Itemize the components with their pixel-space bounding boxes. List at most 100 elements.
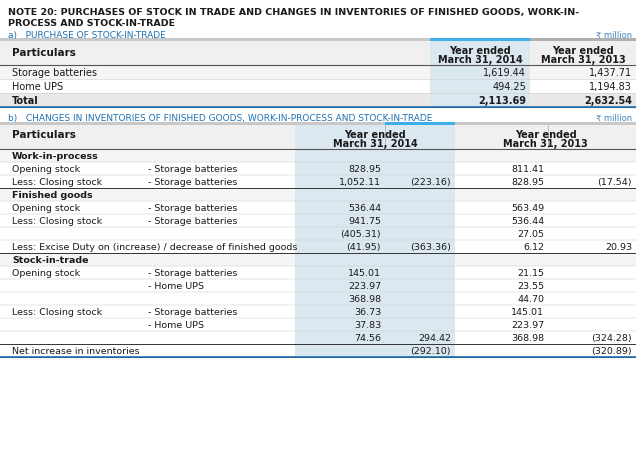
Bar xyxy=(0,318,636,331)
Text: March 31, 2013: March 31, 2013 xyxy=(541,55,625,65)
Text: 368.98: 368.98 xyxy=(511,334,544,343)
Text: (292.10): (292.10) xyxy=(410,347,451,356)
Text: Less: Closing stock: Less: Closing stock xyxy=(12,308,102,317)
Text: Particulars: Particulars xyxy=(12,130,76,140)
Bar xyxy=(295,266,455,279)
Bar xyxy=(0,149,636,162)
Text: PROCESS AND STOCK-IN-TRADE: PROCESS AND STOCK-IN-TRADE xyxy=(8,19,175,28)
Text: Storage batteries: Storage batteries xyxy=(12,68,97,78)
Bar xyxy=(530,38,636,41)
Text: (17.54): (17.54) xyxy=(597,178,632,187)
Bar xyxy=(295,162,455,175)
Text: (324.28): (324.28) xyxy=(591,334,632,343)
Bar xyxy=(295,240,455,253)
Bar xyxy=(295,331,455,344)
Text: 828.95: 828.95 xyxy=(348,165,381,174)
Text: Year ended: Year ended xyxy=(449,46,511,56)
Text: Less: Closing stock: Less: Closing stock xyxy=(12,217,102,226)
Bar xyxy=(0,65,430,79)
Bar xyxy=(295,214,455,227)
Bar xyxy=(0,331,636,344)
Bar xyxy=(530,65,636,79)
Text: NOTE 20: PURCHASES OF STOCK IN TRADE AND CHANGES IN INVENTORIES OF FINISHED GOOD: NOTE 20: PURCHASES OF STOCK IN TRADE AND… xyxy=(8,8,579,17)
Text: Particulars: Particulars xyxy=(12,48,76,58)
Bar xyxy=(0,253,636,266)
Text: 536.44: 536.44 xyxy=(511,217,544,226)
Bar xyxy=(0,201,636,214)
Text: Opening stock: Opening stock xyxy=(12,204,80,213)
Text: 563.49: 563.49 xyxy=(511,204,544,213)
Text: 44.70: 44.70 xyxy=(517,295,544,304)
Text: a)   PURCHASE OF STOCK-IN-TRADE: a) PURCHASE OF STOCK-IN-TRADE xyxy=(8,31,166,40)
Text: 145.01: 145.01 xyxy=(348,269,381,278)
Text: - Home UPS: - Home UPS xyxy=(148,282,204,291)
Bar xyxy=(430,41,530,65)
Text: 74.56: 74.56 xyxy=(354,334,381,343)
Text: - Storage batteries: - Storage batteries xyxy=(148,204,237,213)
Bar xyxy=(548,122,636,125)
Bar xyxy=(530,79,636,93)
Bar xyxy=(530,93,636,107)
Text: 20.93: 20.93 xyxy=(605,243,632,252)
Bar xyxy=(0,279,636,292)
Bar xyxy=(295,292,455,305)
Text: 27.05: 27.05 xyxy=(517,230,544,239)
Bar xyxy=(0,93,430,107)
Text: ₹ million: ₹ million xyxy=(596,114,632,123)
Text: Opening stock: Opening stock xyxy=(12,269,80,278)
Bar xyxy=(430,38,530,41)
Text: 37.83: 37.83 xyxy=(354,321,381,330)
Text: Stock-in-trade: Stock-in-trade xyxy=(12,256,88,265)
Text: Total: Total xyxy=(12,96,39,106)
Text: 941.75: 941.75 xyxy=(348,217,381,226)
Bar xyxy=(295,149,455,162)
Bar xyxy=(0,38,430,41)
Text: 1,194.83: 1,194.83 xyxy=(589,82,632,92)
Text: Year ended: Year ended xyxy=(515,130,576,140)
Bar xyxy=(0,292,636,305)
Bar xyxy=(0,188,636,201)
Text: 811.41: 811.41 xyxy=(511,165,544,174)
Bar xyxy=(295,344,455,357)
Text: March 31, 2013: March 31, 2013 xyxy=(503,139,588,149)
Bar xyxy=(0,162,636,175)
Text: March 31, 2014: March 31, 2014 xyxy=(333,139,417,149)
Text: 1,052.11: 1,052.11 xyxy=(339,178,381,187)
Text: - Home UPS: - Home UPS xyxy=(148,321,204,330)
Text: March 31, 2014: March 31, 2014 xyxy=(438,55,522,65)
Text: (320.89): (320.89) xyxy=(591,347,632,356)
Bar xyxy=(455,122,548,125)
Bar xyxy=(0,41,636,65)
Bar xyxy=(295,227,455,240)
Text: 368.98: 368.98 xyxy=(348,295,381,304)
Text: Home UPS: Home UPS xyxy=(12,82,63,92)
Text: 223.97: 223.97 xyxy=(348,282,381,291)
Text: (405.31): (405.31) xyxy=(340,230,381,239)
Text: Work-in-process: Work-in-process xyxy=(12,152,99,161)
Text: 223.97: 223.97 xyxy=(511,321,544,330)
Text: Net increase in inventories: Net increase in inventories xyxy=(12,347,140,356)
Bar xyxy=(0,214,636,227)
Text: (223.16): (223.16) xyxy=(410,178,451,187)
Text: Less: Excise Duty on (increase) / decrease of finished goods: Less: Excise Duty on (increase) / decrea… xyxy=(12,243,298,252)
Text: - Storage batteries: - Storage batteries xyxy=(148,269,237,278)
Text: Year ended: Year ended xyxy=(552,46,614,56)
Text: 145.01: 145.01 xyxy=(511,308,544,317)
Text: b)   CHANGES IN INVENTORIES OF FINISHED GOODS, WORK-IN-PROCESS AND STOCK-IN-TRAD: b) CHANGES IN INVENTORIES OF FINISHED GO… xyxy=(8,114,432,123)
Bar xyxy=(295,279,455,292)
Bar xyxy=(430,79,530,93)
Text: ₹ million: ₹ million xyxy=(596,31,632,40)
Bar xyxy=(295,305,455,318)
Text: 294.42: 294.42 xyxy=(418,334,451,343)
Text: 1,619.44: 1,619.44 xyxy=(483,68,526,78)
Bar xyxy=(295,318,455,331)
Bar xyxy=(295,122,385,125)
Text: - Storage batteries: - Storage batteries xyxy=(148,308,237,317)
Bar xyxy=(0,175,636,188)
Text: 494.25: 494.25 xyxy=(492,82,526,92)
Text: Finished goods: Finished goods xyxy=(12,191,93,200)
Bar xyxy=(0,227,636,240)
Bar xyxy=(0,240,636,253)
Text: (363.36): (363.36) xyxy=(410,243,451,252)
Bar xyxy=(295,175,455,188)
